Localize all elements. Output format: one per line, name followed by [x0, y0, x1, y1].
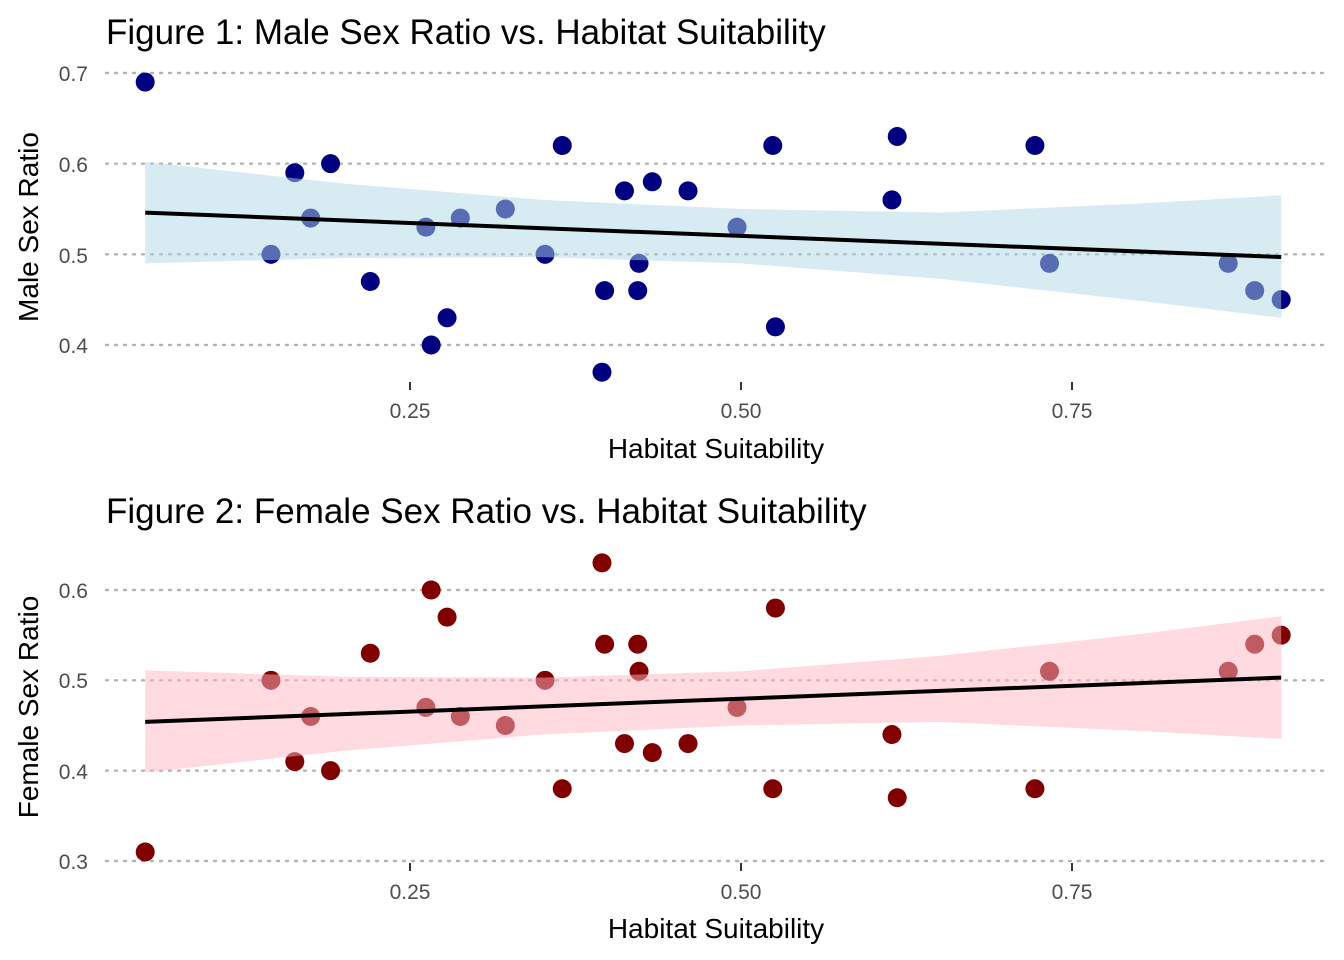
y-tick-label: 0.4 — [59, 761, 89, 784]
data-point — [360, 272, 380, 292]
data-point — [763, 136, 783, 156]
data-point — [135, 842, 155, 862]
data-point — [765, 317, 785, 337]
y-tick-labels: 0.6 0.5 0.4 0.3 — [59, 580, 89, 874]
regression-line — [145, 675, 1282, 724]
data-point — [642, 743, 662, 763]
x-tick-marks — [409, 382, 1073, 390]
data-point — [592, 553, 612, 573]
x-axis-label: Habitat Suitability — [608, 433, 824, 464]
x-tick-label: 0.50 — [721, 400, 762, 423]
y-tick-label: 0.5 — [59, 245, 88, 268]
y-axis-label: Female Sex Ratio — [13, 596, 44, 819]
data-point — [628, 634, 648, 654]
y-tick-label: 0.4 — [59, 335, 89, 358]
data-point — [360, 643, 380, 663]
panel-female: Figure 2: Female Sex Ratio vs. Habitat S… — [13, 492, 1332, 944]
chart-title: Figure 2: Female Sex Ratio vs. Habitat S… — [106, 492, 867, 531]
x-tick-labels: 0.25 0.50 0.75 — [390, 400, 1093, 423]
data-point — [552, 779, 572, 799]
x-tick-label: 0.75 — [1052, 881, 1093, 904]
data-point — [437, 607, 457, 627]
x-tick-label: 0.25 — [390, 881, 431, 904]
data-point — [321, 154, 341, 174]
data-point — [421, 335, 441, 355]
data-point — [614, 734, 634, 754]
confidence-band — [145, 616, 1282, 773]
data-point — [595, 281, 615, 301]
y-tick-label: 0.7 — [59, 63, 88, 86]
y-tick-labels: 0.7 0.6 0.5 0.4 — [59, 63, 89, 358]
data-point — [1025, 779, 1045, 799]
data-point — [1025, 136, 1045, 156]
data-point — [437, 308, 457, 328]
regression-line — [145, 210, 1282, 260]
data-point — [628, 281, 648, 301]
x-tick-label: 0.50 — [721, 881, 762, 904]
x-axis-label: Habitat Suitability — [608, 913, 824, 944]
data-point — [552, 136, 572, 156]
data-point — [592, 362, 612, 382]
data-point — [882, 190, 902, 210]
data-point — [285, 752, 305, 772]
x-tick-labels: 0.25 0.50 0.75 — [390, 881, 1093, 904]
data-point — [887, 126, 907, 146]
y-axis-label: Male Sex Ratio — [13, 132, 44, 322]
data-point — [678, 734, 698, 754]
chart-title: Figure 1: Male Sex Ratio vs. Habitat Sui… — [106, 13, 826, 52]
y-tick-label: 0.3 — [59, 851, 88, 874]
y-tick-label: 0.6 — [59, 154, 88, 177]
data-point — [285, 163, 305, 183]
x-tick-marks — [409, 863, 1073, 871]
y-tick-label: 0.5 — [59, 670, 88, 693]
data-point — [882, 725, 902, 745]
data-point — [763, 779, 783, 799]
data-point — [678, 181, 698, 201]
panel-male: Figure 1: Male Sex Ratio vs. Habitat Sui… — [13, 13, 1332, 464]
data-point — [321, 761, 341, 781]
y-tick-label: 0.6 — [59, 580, 88, 603]
data-point — [135, 72, 155, 92]
data-point — [421, 580, 441, 600]
data-point — [595, 634, 615, 654]
data-point — [887, 788, 907, 808]
x-tick-label: 0.25 — [390, 400, 431, 423]
data-point — [614, 181, 634, 201]
data-point — [642, 172, 662, 192]
x-tick-label: 0.75 — [1052, 400, 1093, 423]
data-point — [765, 598, 785, 618]
confidence-band — [145, 161, 1282, 318]
